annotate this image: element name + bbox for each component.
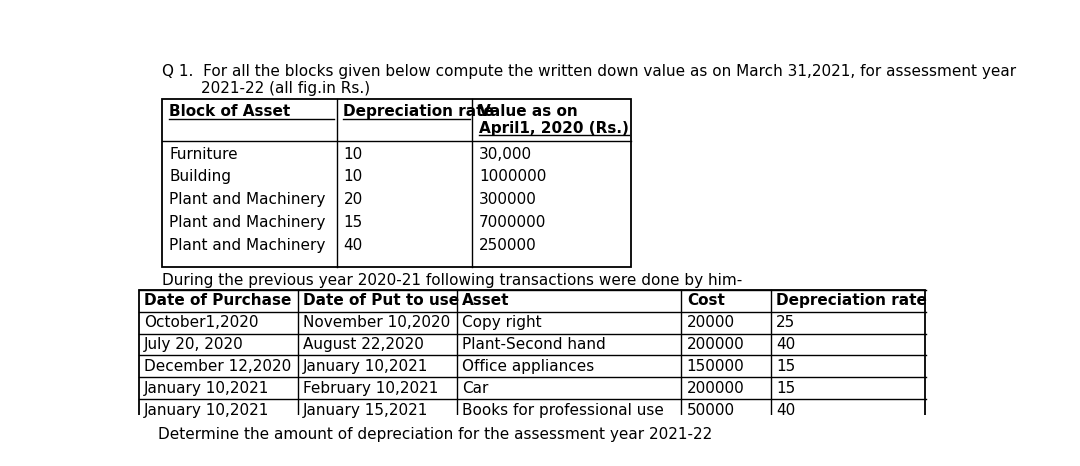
Bar — [162, 99, 631, 267]
Text: Car: Car — [462, 381, 488, 396]
Text: Date of Put to use: Date of Put to use — [303, 294, 459, 308]
Text: Asset: Asset — [462, 294, 510, 308]
Text: 10: 10 — [343, 170, 363, 185]
Text: Furniture: Furniture — [170, 147, 238, 162]
Text: 15: 15 — [343, 215, 363, 230]
Text: Plant and Machinery: Plant and Machinery — [170, 192, 325, 207]
Text: 20: 20 — [343, 192, 363, 207]
Text: 150000: 150000 — [687, 359, 744, 374]
Text: 30,000: 30,000 — [480, 147, 532, 162]
Text: Q 1.  For all the blocks given below compute the written down value as on March : Q 1. For all the blocks given below comp… — [162, 64, 1016, 79]
Text: Plant and Machinery: Plant and Machinery — [170, 238, 325, 253]
Text: 250000: 250000 — [480, 238, 537, 253]
Text: April1, 2020 (Rs.): April1, 2020 (Rs.) — [480, 121, 629, 136]
Text: 300000: 300000 — [480, 192, 537, 207]
Text: Block of Asset: Block of Asset — [170, 104, 291, 119]
Text: 25: 25 — [775, 315, 795, 330]
Text: 7000000: 7000000 — [480, 215, 546, 230]
Text: 2021-22 (all fig.in Rs.): 2021-22 (all fig.in Rs.) — [162, 82, 370, 96]
Text: 50000: 50000 — [687, 403, 734, 418]
Text: Plant-Second hand: Plant-Second hand — [462, 337, 606, 352]
Text: January 10,2021: January 10,2021 — [303, 359, 429, 374]
Text: Building: Building — [170, 170, 231, 185]
Text: 40: 40 — [775, 403, 795, 418]
Text: 40: 40 — [343, 238, 363, 253]
Text: Plant and Machinery: Plant and Machinery — [170, 215, 325, 230]
Text: Determine the amount of depreciation for the assessment year 2021-22: Determine the amount of depreciation for… — [159, 427, 713, 442]
Text: Office appliances: Office appliances — [462, 359, 594, 374]
Text: 20000: 20000 — [687, 315, 734, 330]
Text: Depreciation rate: Depreciation rate — [775, 294, 927, 308]
Text: December 12,2020: December 12,2020 — [145, 359, 292, 374]
Text: 200000: 200000 — [687, 337, 744, 352]
Text: Depreciation rate: Depreciation rate — [343, 104, 495, 119]
Text: July 20, 2020: July 20, 2020 — [145, 337, 244, 352]
Text: Date of Purchase: Date of Purchase — [145, 294, 292, 308]
Text: August 22,2020: August 22,2020 — [303, 337, 424, 352]
Text: Books for professional use: Books for professional use — [462, 403, 664, 418]
Text: January 15,2021: January 15,2021 — [303, 403, 429, 418]
Text: Value as on: Value as on — [480, 104, 578, 119]
Text: November 10,2020: November 10,2020 — [303, 315, 450, 330]
Text: 10: 10 — [343, 147, 363, 162]
Text: 200000: 200000 — [687, 381, 744, 396]
Text: During the previous year 2020-21 following transactions were done by him-: During the previous year 2020-21 followi… — [162, 274, 742, 288]
Text: 15: 15 — [775, 359, 795, 374]
Bar — [139, 289, 926, 421]
Text: Copy right: Copy right — [462, 315, 542, 330]
Text: 1000000: 1000000 — [480, 170, 546, 185]
Text: January 10,2021: January 10,2021 — [145, 381, 270, 396]
Text: 40: 40 — [775, 337, 795, 352]
Text: October1,2020: October1,2020 — [145, 315, 259, 330]
Text: January 10,2021: January 10,2021 — [145, 403, 270, 418]
Text: Cost: Cost — [687, 294, 725, 308]
Text: February 10,2021: February 10,2021 — [303, 381, 438, 396]
Text: 15: 15 — [775, 381, 795, 396]
